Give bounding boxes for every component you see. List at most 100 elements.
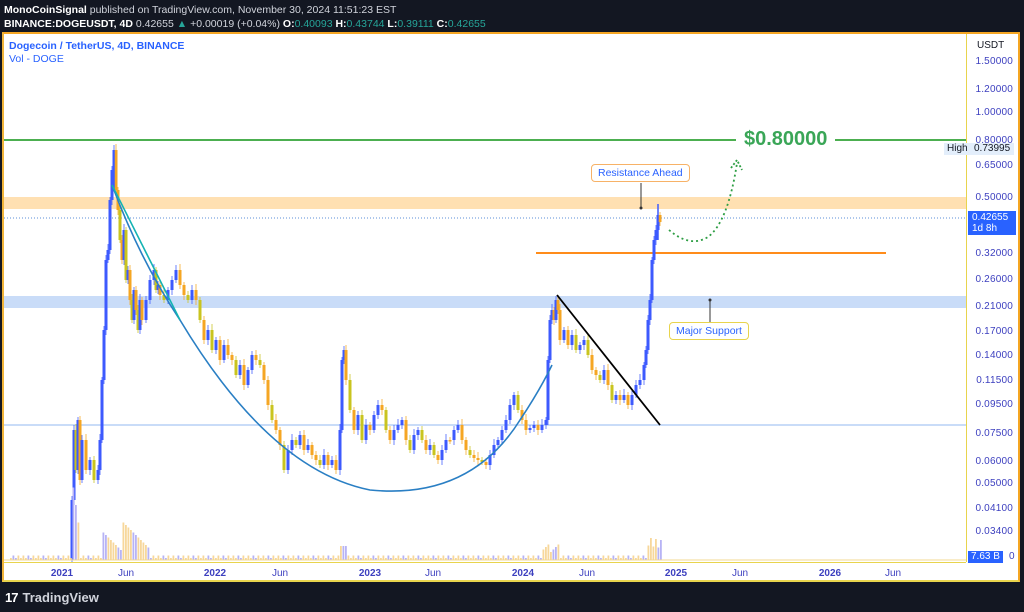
volume-bar [237, 555, 240, 560]
volume-bar [500, 558, 502, 560]
volume-bar [285, 558, 287, 560]
price-tick: 0.06000 [975, 456, 1013, 467]
current-price-tag: 0.42655 1d 8h [968, 211, 1016, 235]
candle-body [384, 410, 388, 430]
price-chart-canvas[interactable] [4, 34, 966, 562]
candle-body [156, 285, 160, 290]
candle-body [504, 420, 508, 430]
volume-bar [520, 558, 522, 560]
volume-bar [450, 558, 452, 560]
candle-body [206, 330, 210, 340]
candle-body [114, 150, 118, 190]
price-tick: 0.03400 [975, 526, 1013, 537]
candle-body [548, 320, 552, 360]
volume-bar [245, 558, 247, 560]
bar-countdown: 1d 8h [972, 223, 998, 234]
volume-bar [550, 552, 552, 560]
volume-bar [370, 558, 372, 560]
tradingview-logo[interactable]: 17 TradingView [5, 590, 99, 605]
candle-body [74, 430, 78, 470]
candle-body [392, 430, 396, 440]
volume-bar [210, 558, 212, 560]
support-callout[interactable]: Major Support [669, 322, 749, 340]
volume-bar [465, 558, 467, 560]
volume-bar [75, 505, 77, 560]
ohlc-value: 0.43744 [346, 18, 388, 30]
volume-bar [157, 555, 160, 560]
candle-body [326, 455, 330, 465]
candle-body [412, 435, 416, 450]
candle-body [372, 415, 376, 430]
volume-bar [605, 558, 607, 560]
high-label: High [944, 143, 971, 155]
resistance-callout[interactable]: Resistance Ahead [591, 164, 690, 182]
candle-body [602, 370, 606, 380]
volume-bar [575, 558, 577, 560]
time-axis[interactable]: 2021 Jun 2022 Jun 2023 Jun 2024 Jun 2025 Jun 2026 J… [4, 562, 966, 581]
volume-bar [415, 558, 417, 560]
volume-bar [362, 555, 365, 560]
time-tick: Jun [578, 568, 596, 579]
projection-arrow-head-icon [730, 158, 743, 171]
volume-bar [325, 558, 327, 560]
publish-header: MonoCoinSignal published on TradingView.… [4, 3, 486, 31]
candle-body [178, 270, 182, 285]
volume-bar [530, 558, 532, 560]
volume-bar [470, 558, 472, 560]
candle-body [338, 430, 342, 470]
volume-bar [432, 555, 435, 560]
author-name[interactable]: MonoCoinSignal [4, 4, 87, 16]
target-price-label[interactable]: $0.80000 [736, 128, 836, 151]
volume-bar [202, 555, 205, 560]
candle-body [108, 200, 112, 250]
volume-bar [155, 558, 157, 560]
volume-bar [602, 555, 605, 560]
volume-bar [135, 535, 137, 560]
volume-bar [497, 555, 500, 560]
volume-bar [217, 555, 220, 560]
price-axis[interactable]: 1.50000 1.20000 1.00000 0.80000 0.65000 0.500… [966, 34, 1019, 562]
volume-bar [647, 545, 650, 560]
volume-bar [345, 546, 347, 560]
candle-body [152, 270, 156, 280]
candle-body [484, 462, 488, 465]
published-info: published on TradingView.com, November 3… [89, 4, 397, 16]
volume-bar [385, 558, 387, 560]
ohlc-value: 0.42655 [447, 18, 486, 30]
candle-body [424, 440, 428, 450]
volume-bar [485, 558, 487, 560]
volume-bar [482, 555, 485, 560]
candle-body [262, 365, 266, 380]
price-tick: 0.09500 [975, 399, 1013, 410]
candle-body [348, 380, 352, 410]
candle-body [182, 285, 186, 295]
volume-bar [45, 558, 47, 560]
price-change: +0.00019 (+0.04%) [190, 18, 280, 30]
candle-body [140, 300, 144, 320]
price-tick: 1.00000 [975, 107, 1013, 118]
candle-body [270, 405, 274, 420]
candle-body [306, 445, 310, 450]
volume-bar [347, 555, 350, 560]
volume-bar [42, 555, 45, 560]
volume-bar [455, 558, 457, 560]
candle-body [278, 430, 282, 445]
volume-bar [490, 558, 492, 560]
candle-body [190, 290, 194, 300]
currency-unit[interactable]: USDT [977, 40, 1005, 51]
volume-bar [25, 558, 27, 560]
volume-bar [52, 555, 55, 560]
volume-bar [107, 537, 110, 560]
candle-body [246, 370, 250, 385]
volume-bar [282, 555, 285, 560]
volume-bar [265, 558, 267, 560]
time-tick: Jun [117, 568, 135, 579]
volume-bar [67, 555, 70, 560]
resistance-pointer-dot [639, 206, 643, 210]
volume-bar [152, 555, 155, 560]
volume-bar [162, 555, 165, 560]
candle-body [554, 300, 558, 320]
volume-bar [660, 540, 662, 560]
volume-bar [307, 555, 310, 560]
volume-bar [267, 555, 270, 560]
